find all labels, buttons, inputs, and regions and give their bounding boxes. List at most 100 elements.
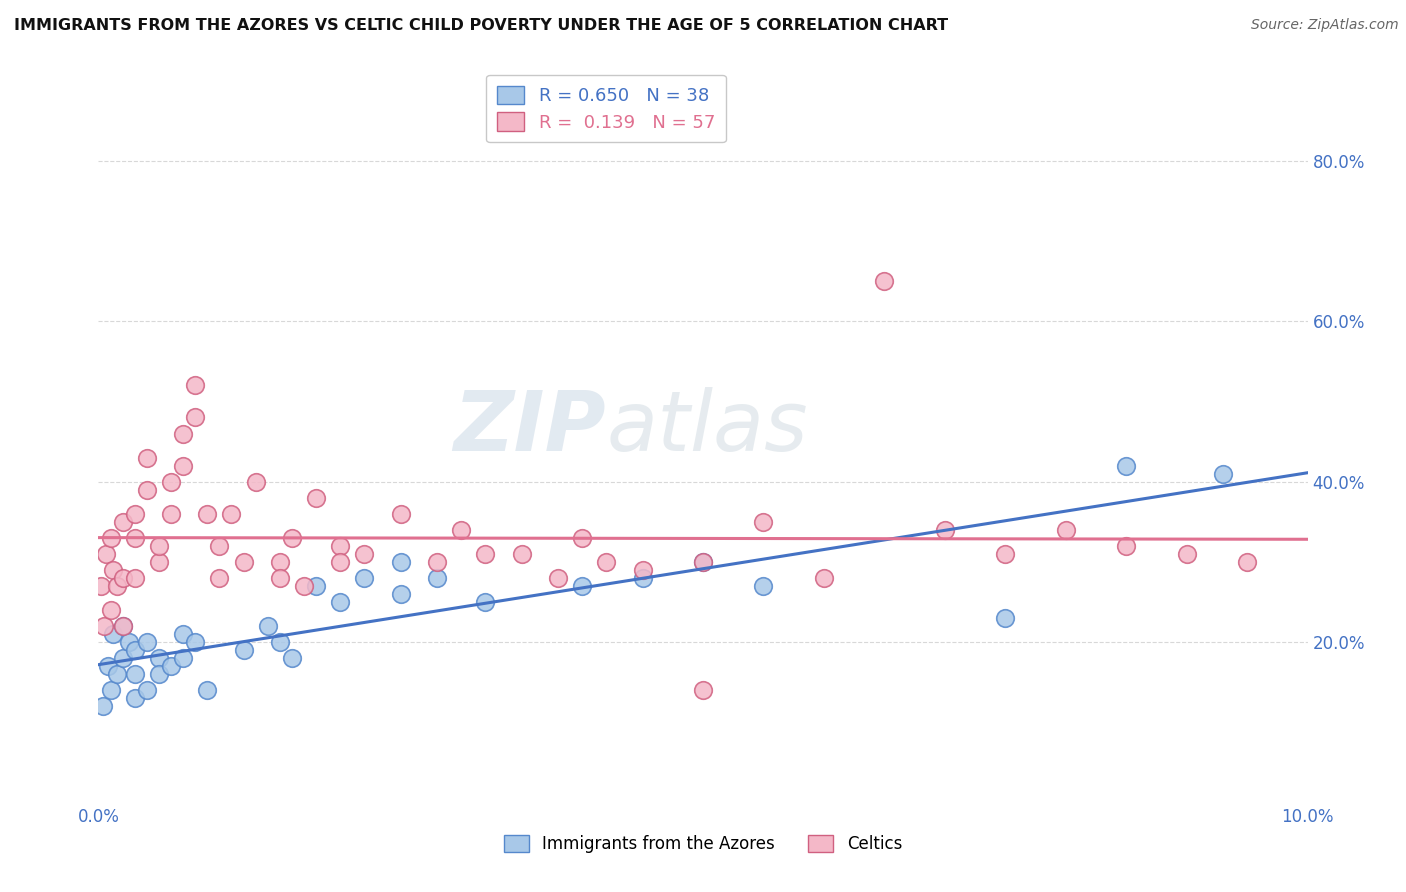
Point <box>426 571 449 585</box>
Point <box>595 555 617 569</box>
Point <box>547 571 569 585</box>
Point <box>305 491 328 505</box>
Point <box>195 507 218 521</box>
Point <box>389 587 412 601</box>
Point <box>571 579 593 593</box>
Point <box>1212 467 1234 481</box>
Point <box>100 683 122 698</box>
Point <box>1054 523 1077 537</box>
Point <box>101 563 124 577</box>
Point <box>994 547 1017 561</box>
Point <box>124 667 146 681</box>
Point <box>994 611 1017 625</box>
Point <box>631 563 654 577</box>
Point <box>135 483 157 497</box>
Point <box>148 555 170 569</box>
Point <box>184 635 207 649</box>
Point <box>105 667 128 681</box>
Point <box>389 507 412 521</box>
Text: Source: ZipAtlas.com: Source: ZipAtlas.com <box>1251 18 1399 32</box>
Point <box>692 555 714 569</box>
Point <box>221 507 243 521</box>
Point <box>389 555 412 569</box>
Point <box>172 458 194 473</box>
Point <box>111 619 134 633</box>
Point <box>873 274 896 288</box>
Point <box>135 635 157 649</box>
Point <box>160 659 183 673</box>
Point <box>148 667 170 681</box>
Point <box>281 651 304 665</box>
Point <box>692 683 714 698</box>
Point <box>692 555 714 569</box>
Point <box>1115 539 1137 553</box>
Legend: Immigrants from the Azores, Celtics: Immigrants from the Azores, Celtics <box>498 828 908 860</box>
Point <box>93 619 115 633</box>
Point <box>100 531 122 545</box>
Point <box>269 555 291 569</box>
Point <box>172 651 194 665</box>
Point <box>426 555 449 569</box>
Point <box>474 547 496 561</box>
Point <box>752 515 775 529</box>
Point <box>135 450 157 465</box>
Point <box>118 635 141 649</box>
Point <box>184 410 207 425</box>
Point <box>160 475 183 489</box>
Point <box>292 579 315 593</box>
Point <box>232 555 254 569</box>
Point <box>450 523 472 537</box>
Point <box>124 571 146 585</box>
Point <box>148 651 170 665</box>
Point <box>101 627 124 641</box>
Point <box>160 507 183 521</box>
Point <box>90 579 112 593</box>
Point <box>329 555 352 569</box>
Point <box>208 539 231 553</box>
Point <box>172 627 194 641</box>
Point <box>281 531 304 545</box>
Point <box>1236 555 1258 569</box>
Point <box>208 571 231 585</box>
Point <box>111 651 134 665</box>
Point <box>232 643 254 657</box>
Point <box>111 515 134 529</box>
Point <box>172 426 194 441</box>
Point <box>91 699 114 714</box>
Point <box>111 619 134 633</box>
Point <box>100 603 122 617</box>
Point <box>256 619 278 633</box>
Point <box>329 539 352 553</box>
Point <box>124 531 146 545</box>
Point <box>813 571 835 585</box>
Point <box>353 571 375 585</box>
Point <box>353 547 375 561</box>
Point <box>94 547 117 561</box>
Point <box>269 571 291 585</box>
Point <box>934 523 956 537</box>
Point <box>195 683 218 698</box>
Point <box>105 579 128 593</box>
Point <box>631 571 654 585</box>
Point <box>1115 458 1137 473</box>
Point <box>135 683 157 698</box>
Text: IMMIGRANTS FROM THE AZORES VS CELTIC CHILD POVERTY UNDER THE AGE OF 5 CORRELATIO: IMMIGRANTS FROM THE AZORES VS CELTIC CHI… <box>14 18 948 33</box>
Point <box>124 507 146 521</box>
Point <box>1175 547 1198 561</box>
Point <box>269 635 291 649</box>
Point <box>329 595 352 609</box>
Point <box>474 595 496 609</box>
Point <box>124 691 146 706</box>
Text: atlas: atlas <box>606 386 808 467</box>
Point <box>510 547 533 561</box>
Point <box>184 378 207 392</box>
Point <box>305 579 328 593</box>
Point <box>97 659 120 673</box>
Point <box>111 571 134 585</box>
Point <box>571 531 593 545</box>
Text: ZIP: ZIP <box>454 386 606 467</box>
Point <box>148 539 170 553</box>
Point <box>124 643 146 657</box>
Point <box>752 579 775 593</box>
Point <box>245 475 267 489</box>
